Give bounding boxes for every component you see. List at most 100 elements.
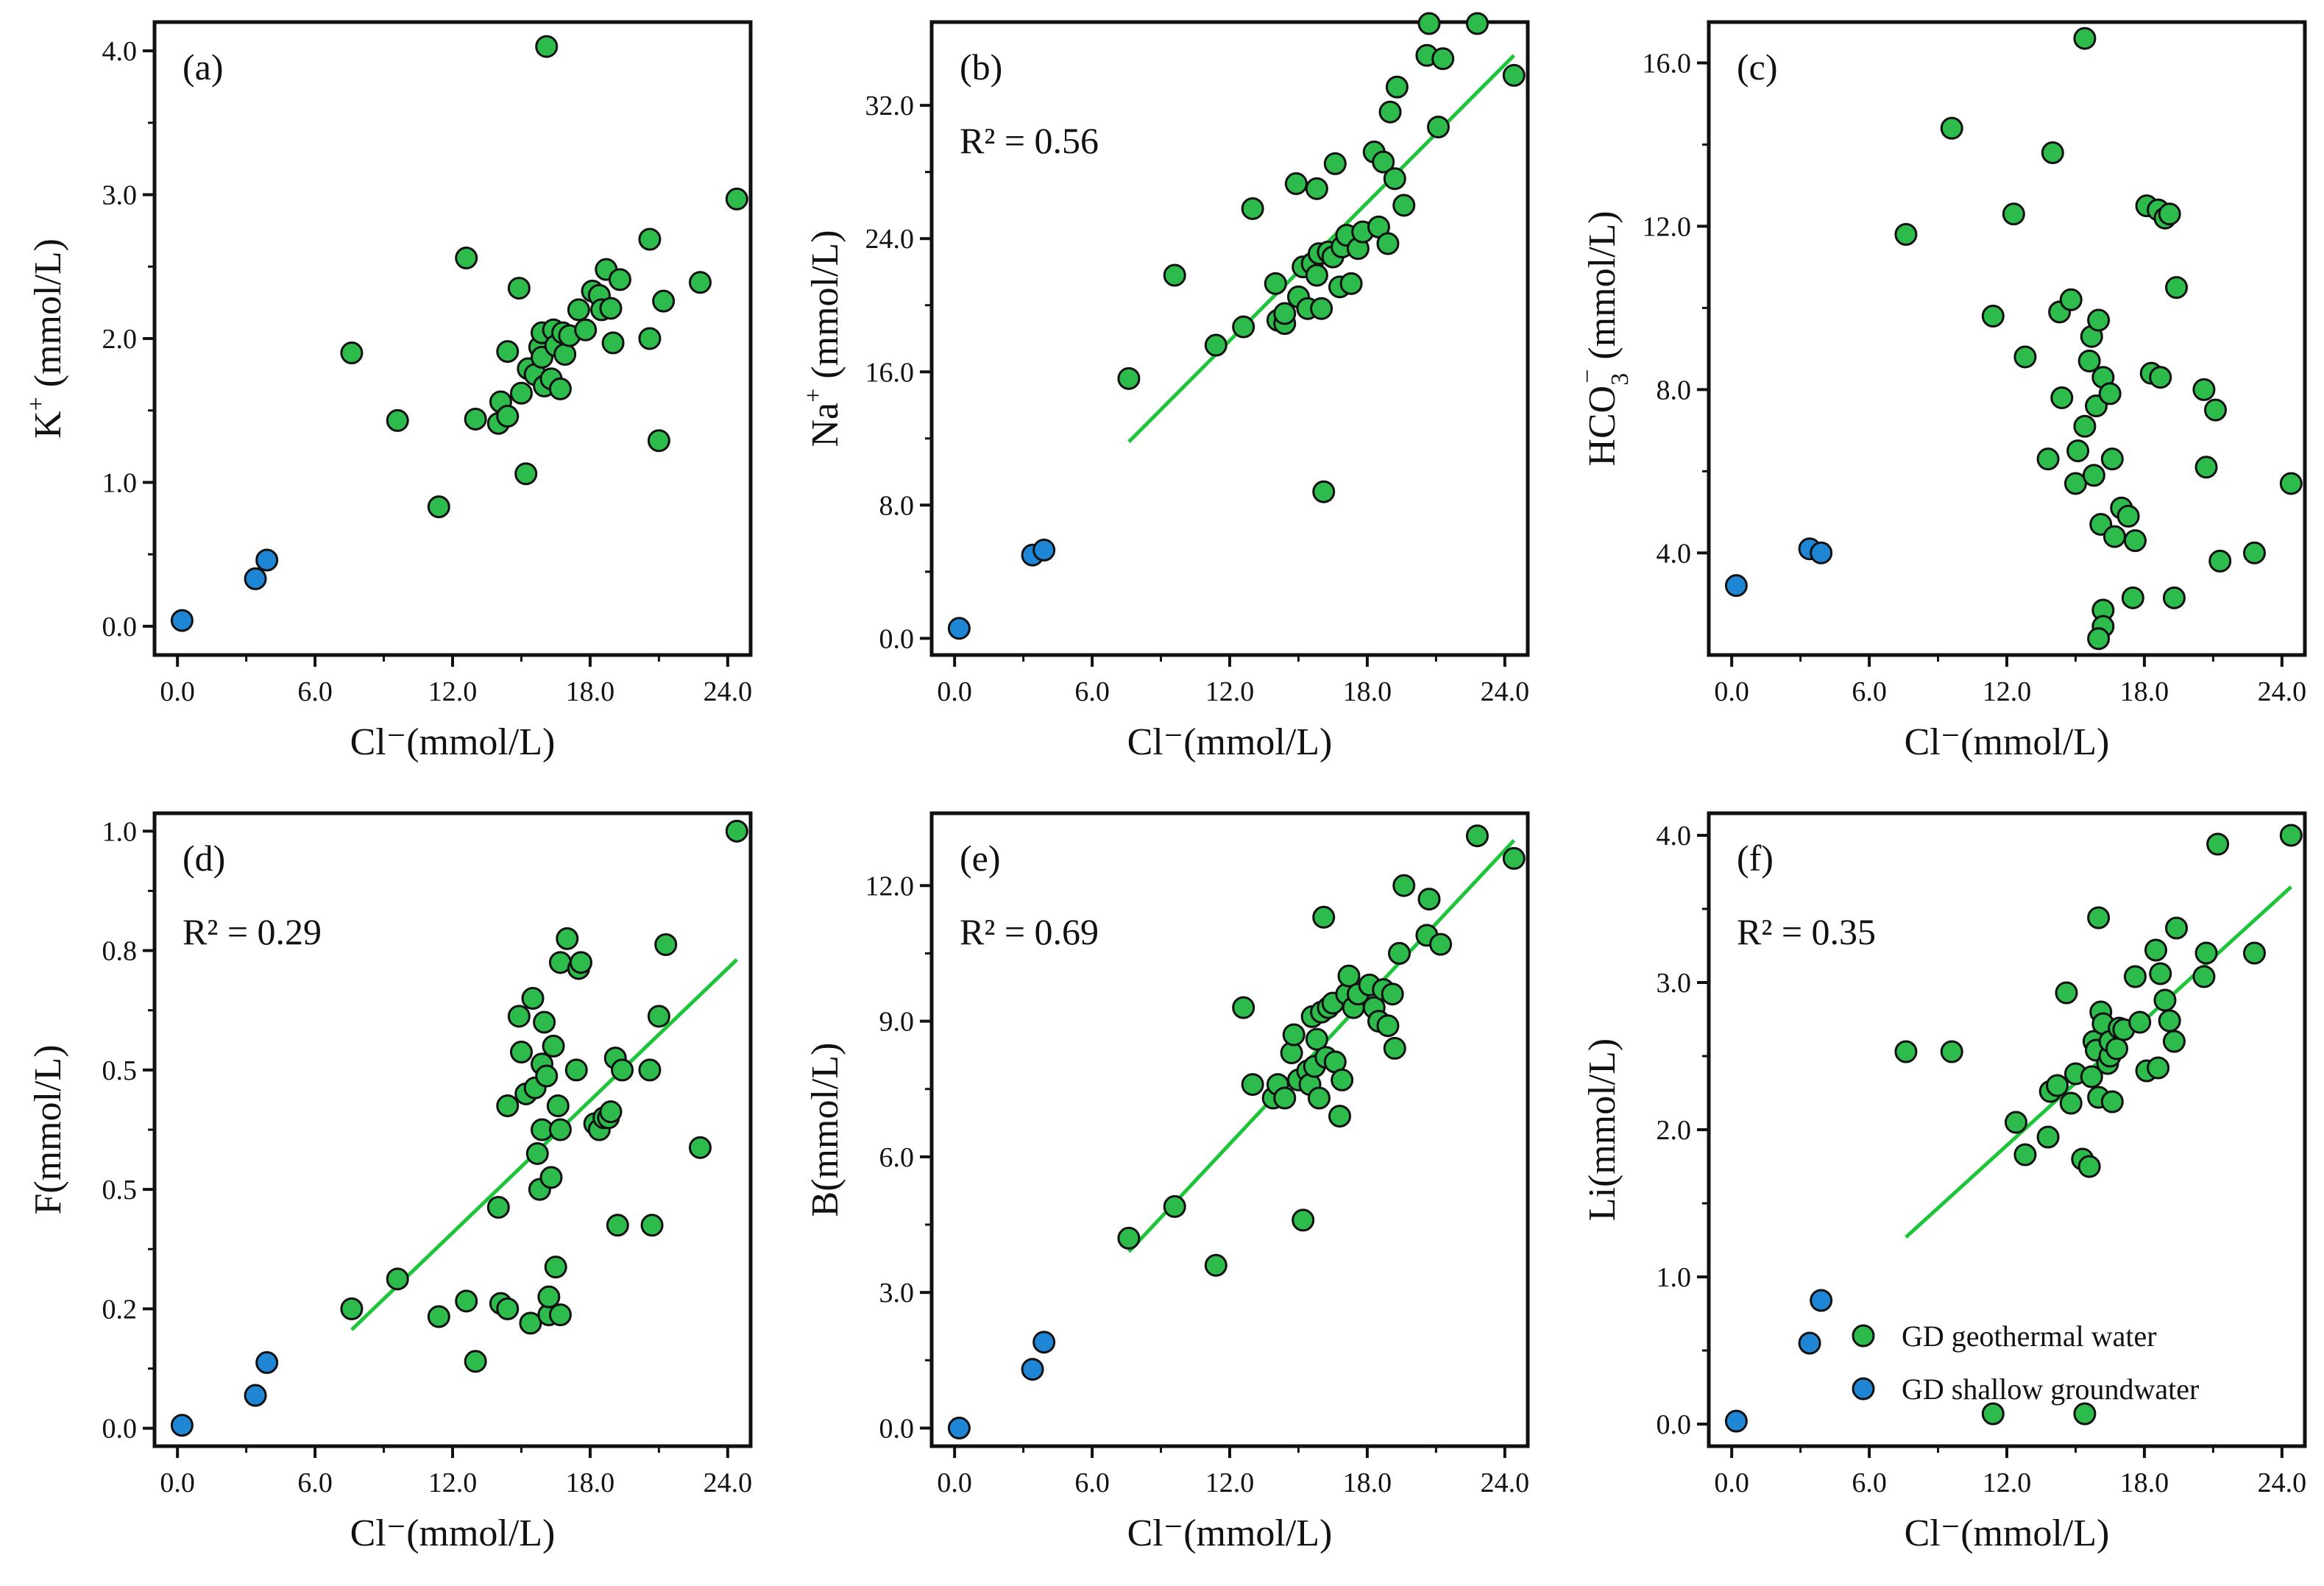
data-point: [386, 1267, 409, 1291]
x-tick-label: 18.0: [1343, 1468, 1392, 1498]
data-point: [1417, 888, 1441, 911]
data-point: [2100, 447, 2124, 471]
y-tick-label: 4.0: [1657, 821, 1692, 852]
data-point: [455, 1289, 478, 1313]
data-point: [2077, 350, 2101, 373]
data-point: [244, 567, 267, 590]
x-tick-label: 12.0: [428, 676, 478, 707]
x-tick-label: 6.0: [1852, 1468, 1887, 1498]
data-point: [521, 987, 545, 1010]
data-point: [2073, 1402, 2097, 1426]
plot-frame: [152, 20, 753, 657]
y-axis-title-main: Na: [804, 403, 846, 447]
x-tick-label: 0.0: [1714, 676, 1749, 707]
data-point: [652, 289, 676, 313]
data-point: [514, 462, 538, 486]
data-point: [1331, 1068, 1354, 1091]
y-tick-label: 9.0: [879, 1007, 915, 1038]
data-point: [654, 932, 678, 956]
data-point: [1328, 1105, 1352, 1128]
x-tick-label: 12.0: [428, 1468, 478, 1498]
data-point: [496, 340, 520, 364]
data-point: [1204, 333, 1227, 357]
data-point: [638, 1058, 662, 1082]
data-point: [2105, 1037, 2129, 1061]
data-point: [1232, 996, 1255, 1019]
y-axis-title: B(mmol/L): [804, 1043, 846, 1217]
data-point: [427, 1305, 450, 1328]
y-axis-title-main: K: [27, 411, 69, 439]
r2-annotation: R² = 0.29: [183, 911, 322, 952]
data-point: [1894, 223, 1918, 247]
data-point: [1378, 100, 1402, 124]
y-axis-title-rest: (mmol/L): [804, 230, 846, 388]
data-point: [2004, 1111, 2027, 1134]
data-point: [464, 407, 487, 431]
data-point: [606, 1214, 629, 1237]
data-point: [548, 1118, 572, 1141]
data-point: [2087, 308, 2111, 332]
y-tick-label: 0.0: [102, 612, 138, 642]
data-point: [2192, 965, 2216, 988]
data-point: [1308, 1086, 1331, 1110]
data-point: [2242, 541, 2266, 564]
data-point: [1310, 297, 1333, 320]
data-point: [1117, 367, 1141, 390]
data-point: [2242, 941, 2266, 965]
x-tick-label: 24.0: [1481, 1468, 1530, 1498]
data-point: [947, 1416, 971, 1440]
data-point: [1273, 302, 1297, 325]
data-point: [2063, 472, 2087, 495]
legend-label-shallow: GD shallow groundwater: [1902, 1373, 2199, 1406]
y-tick-label: 0.0: [879, 623, 915, 654]
data-point: [548, 1303, 572, 1327]
data-point: [599, 297, 623, 320]
data-point: [548, 377, 572, 400]
data-point: [2098, 382, 2122, 406]
data-point: [170, 609, 194, 632]
data-point: [1273, 1086, 1297, 1110]
data-point: [1163, 263, 1186, 287]
y-axis-title-sup: +: [23, 397, 50, 411]
data-point: [2162, 586, 2186, 609]
x-tick-label: 24.0: [2258, 1468, 2307, 1498]
x-axis-title: Cl⁻(mmol/L): [350, 721, 556, 763]
x-tick-label: 18.0: [566, 676, 615, 707]
data-point: [1312, 905, 1336, 929]
y-axis-title-main: B(mmol/L): [804, 1043, 846, 1217]
x-tick-label: 18.0: [1343, 676, 1392, 707]
y-tick-label: 24.0: [865, 224, 915, 255]
data-point: [170, 1414, 194, 1437]
y-tick-label: 4.0: [102, 36, 138, 67]
plot-frame: [152, 811, 753, 1448]
x-tick-label: 18.0: [566, 1468, 615, 1498]
x-tick-label: 18.0: [2120, 676, 2169, 707]
y-tick-label: 1.0: [102, 816, 138, 847]
data-point: [496, 1094, 520, 1118]
x-tick-label: 0.0: [937, 1468, 972, 1498]
panel-d: 0.0 6.0 12.0 18.0 24.0 0.0 0.2 0.5 0.5 0.8 1.0 Cl⁻(…: [27, 811, 753, 1554]
x-tick-label: 6.0: [1074, 1468, 1110, 1498]
data-point: [2087, 906, 2111, 930]
data-point: [2153, 988, 2177, 1012]
r2-annotation: R² = 0.69: [960, 911, 1099, 952]
data-point: [2192, 378, 2216, 401]
series-shallow: [170, 1350, 279, 1437]
panel-a: 0.0 6.0 12.0 18.0 24.0 0.0 1.0 2.0 3.0 4.0 Cl⁻(mmo…: [23, 20, 753, 763]
data-point: [2080, 1065, 2103, 1088]
data-point: [1021, 1358, 1044, 1381]
data-point: [2128, 1010, 2152, 1034]
data-point: [2165, 916, 2189, 940]
data-point: [2066, 439, 2090, 463]
data-point: [386, 408, 409, 432]
data-point: [486, 1195, 510, 1219]
series-geothermal: [1894, 824, 2303, 1426]
data-point: [2123, 529, 2147, 553]
data-point: [546, 1094, 570, 1118]
y-tick-label: 2.0: [1657, 1115, 1692, 1146]
data-point: [2102, 525, 2126, 548]
data-point: [2147, 1056, 2170, 1080]
data-point: [2077, 1155, 2101, 1178]
x-tick-label: 24.0: [704, 1468, 753, 1498]
data-point: [2059, 288, 2083, 311]
